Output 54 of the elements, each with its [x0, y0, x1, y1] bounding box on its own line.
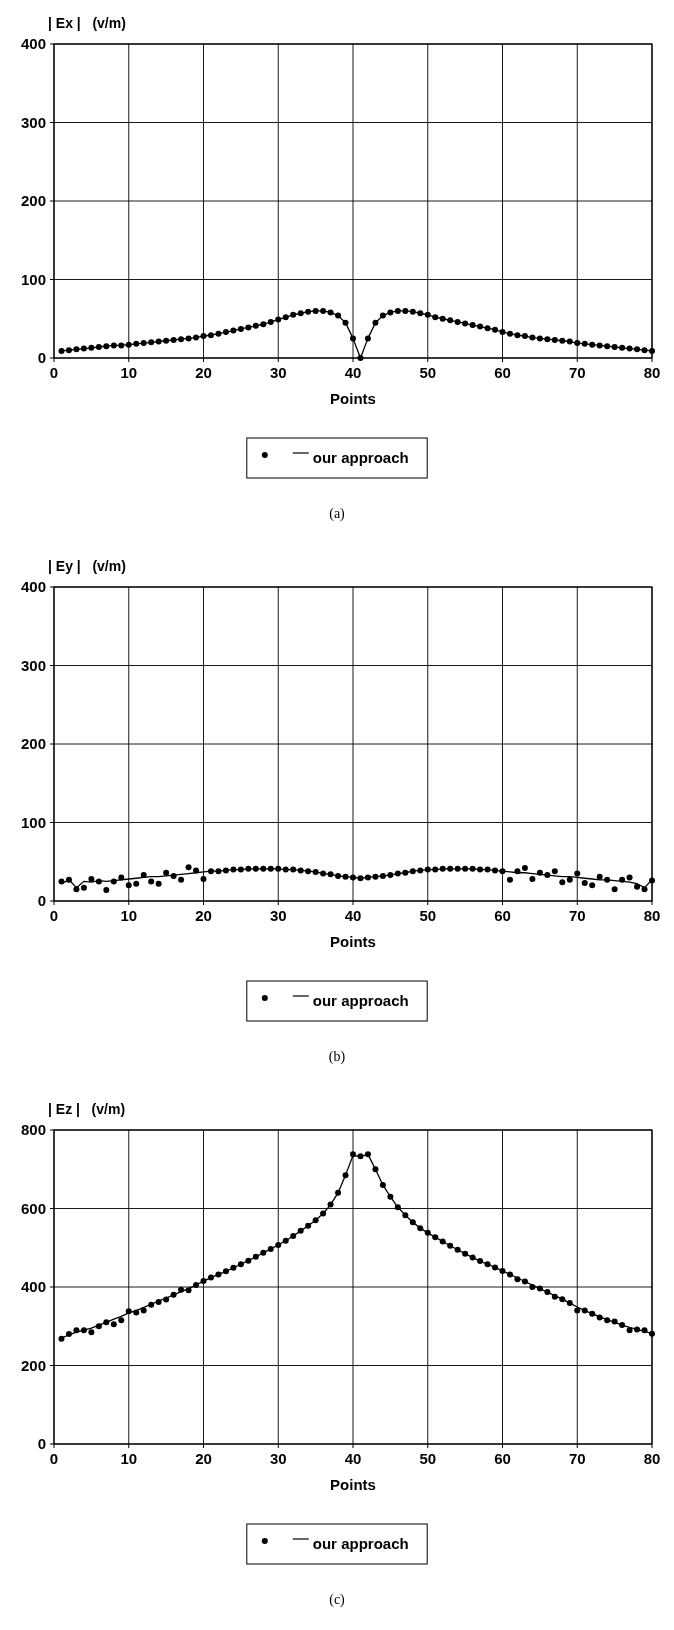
x-tick-label: 70: [568, 907, 586, 924]
y-tick-label: 0: [37, 892, 46, 909]
x-tick-label: 30: [269, 907, 287, 924]
x-tick-label: 50: [419, 907, 437, 924]
x-tick-label: 70: [568, 1450, 586, 1467]
x-axis-title: Points: [330, 933, 376, 950]
y-axis-title: | Ez | (v/m): [48, 1101, 126, 1117]
y-tick-label: 300: [20, 113, 46, 131]
x-tick-label: 0: [49, 364, 59, 381]
text: (b): [328, 1049, 346, 1065]
y-axis-title: | Ey | (v/m): [48, 558, 126, 574]
x-tick-label: 10: [120, 364, 138, 381]
y-tick-label: 800: [20, 1121, 46, 1138]
x-tick-label: 20: [195, 1450, 212, 1467]
x-tick-label: 30: [269, 1450, 287, 1467]
x-tick-label: 60: [494, 364, 511, 381]
y-tick-label: 300: [20, 656, 46, 674]
y-tick-label: 100: [20, 270, 46, 288]
y-tick-label: 200: [20, 1356, 46, 1374]
x-tick-label: 10: [120, 1450, 138, 1467]
x-tick-label: 40: [344, 907, 362, 924]
y-tick-label: 400: [20, 578, 46, 595]
text: (c): [329, 1592, 346, 1608]
legend-label: our approach: [312, 992, 409, 1009]
x-tick-label: 20: [195, 907, 212, 924]
legend-label: our approach: [312, 1535, 409, 1552]
x-tick-label: 50: [419, 1450, 437, 1467]
y-axis-title: | Ex | (v/m): [48, 15, 126, 31]
legend-label: our approach: [312, 449, 409, 466]
x-tick-label: 60: [494, 1450, 511, 1467]
x-tick-label: 20: [195, 364, 212, 381]
x-axis-title: Points: [330, 390, 376, 407]
y-tick-label: 400: [20, 1278, 46, 1295]
x-tick-label: 80: [643, 907, 661, 924]
y-tick-label: 0: [37, 349, 46, 366]
x-tick-label: 40: [344, 1450, 362, 1467]
y-tick-label: 100: [20, 813, 46, 831]
x-tick-label: 80: [643, 1450, 661, 1467]
text: (a): [329, 506, 346, 522]
x-tick-label: 0: [49, 907, 59, 924]
x-axis-title: Points: [330, 1476, 376, 1493]
y-tick-label: 600: [20, 1199, 46, 1217]
x-tick-label: 30: [269, 364, 287, 381]
y-tick-label: 400: [20, 35, 46, 52]
y-tick-label: 200: [20, 192, 46, 209]
x-tick-label: 0: [49, 1450, 59, 1467]
x-tick-label: 10: [120, 907, 138, 924]
x-tick-label: 60: [494, 907, 511, 924]
x-tick-label: 50: [419, 364, 437, 381]
y-tick-label: 200: [20, 735, 46, 752]
x-tick-label: 40: [344, 364, 362, 381]
y-tick-label: 0: [37, 1435, 46, 1452]
x-tick-label: 70: [568, 364, 586, 381]
x-tick-label: 80: [643, 364, 661, 381]
